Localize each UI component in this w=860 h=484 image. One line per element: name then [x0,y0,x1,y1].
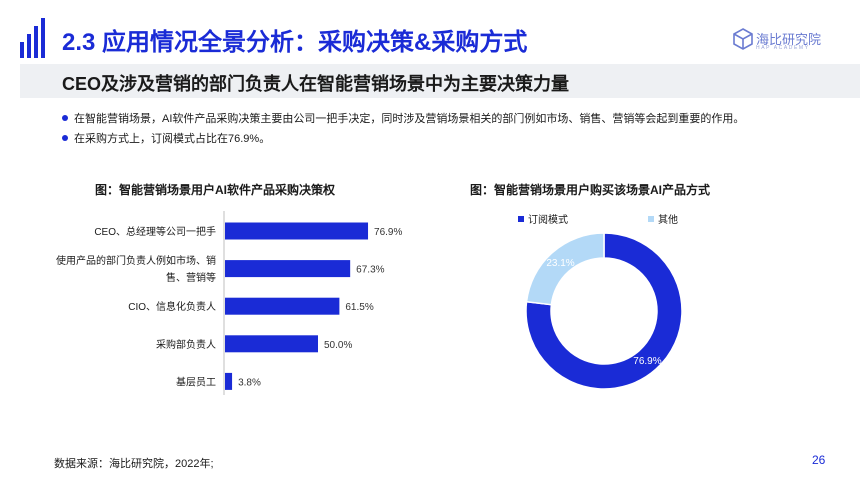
bar [225,297,340,315]
bar-category-label: CIO、信息化负责人 [128,300,216,313]
bar-category-label: 采购部负责人 [156,338,216,351]
donut-chart: 订阅模式 其他 76.9% 23.1% [518,213,683,390]
donut-slice-label: 23.1% [546,258,574,269]
page-number: 26 [812,453,826,467]
bar [225,372,233,390]
legend-swatch [518,216,524,222]
bar-category-label: 售、营销等 [166,271,216,284]
bullet-dot-icon [62,135,68,142]
bar [225,335,318,353]
bar-chart-title: 图：智能营销场景用户AI软件产品采购决策权 [95,183,336,197]
bar-value-label: 3.8% [238,377,261,388]
bullet-text: 在采购方式上，订阅模式占比在76.9%。 [74,133,271,145]
subtitle: CEO及涉及营销的部门负责人在智能营销场景中为主要决策力量 [62,74,570,94]
data-source: 数据来源：海比研究院，2022年; [54,458,214,470]
bar-chart: 76.9% CEO、总经理等公司一把手 67.3% 使用产品的部门负责人例如市场、销售… [56,211,402,395]
donut-chart-title: 图：智能营销场景用户购买该场景AI产品方式 [470,183,711,197]
bullet-text: 在智能营销场景，AI软件产品采购决策主要由公司一把手决定，同时涉及营销场景相关的… [74,113,745,125]
donut-slice-label: 76.9% [633,356,661,367]
bar-value-label: 76.9% [374,227,402,238]
bar-value-label: 67.3% [356,265,384,276]
bullet-item: 在智能营销场景，AI软件产品采购决策主要由公司一把手决定，同时涉及营销场景相关的… [62,110,744,126]
subtitle-band [20,64,860,98]
bar-category-label: CEO、总经理等公司一把手 [94,225,216,238]
bar-category-label: 使用产品的部门负责人例如市场、销 [56,254,216,267]
bar-value-label: 50.0% [324,340,352,351]
bullet-dot-icon [62,115,68,122]
legend-label: 其他 [658,213,678,226]
donut-slice [525,232,683,390]
donut-slice [525,232,605,306]
header-bars-decoration [20,18,45,58]
legend-swatch [648,216,654,222]
bullet-item: 在采购方式上，订阅模式占比在76.9%。 [62,130,270,146]
bar [225,222,369,240]
page-title: 2.3 应用情况全景分析：采购决策&采购方式 [62,29,528,56]
cube-logo-icon [733,28,753,50]
logo-subtext: HAP ACADEMY [756,45,810,51]
bar [225,260,351,278]
logo: 海比研究院 HAP ACADEMY [732,25,840,59]
bar-value-label: 61.5% [345,302,373,313]
legend-label: 订阅模式 [528,213,568,226]
bar-category-label: 基层员工 [176,375,216,388]
logo-name: 海比研究院 [756,32,822,47]
